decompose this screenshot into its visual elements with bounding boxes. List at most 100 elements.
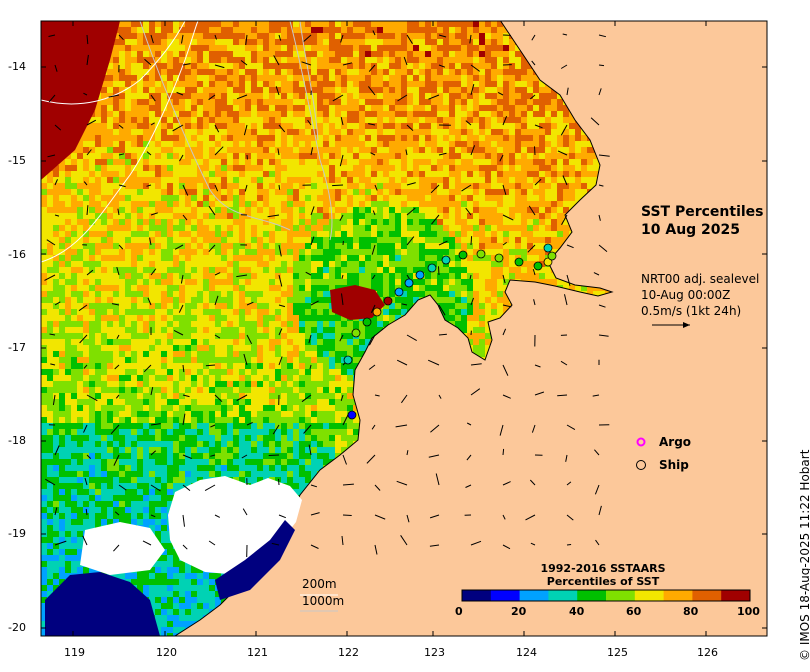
current-scale: 0.5m/s (1kt 24h) xyxy=(641,304,742,318)
current-vector xyxy=(86,394,98,402)
current-vector xyxy=(83,424,88,433)
current-vector xyxy=(205,364,216,367)
current-vector xyxy=(86,205,89,216)
current-vector xyxy=(427,359,440,366)
current-vector xyxy=(465,120,472,126)
current-vector xyxy=(118,244,124,250)
current-source: NRT00 adj. sealevel xyxy=(641,272,760,286)
current-vector xyxy=(395,424,408,428)
current-vector xyxy=(502,274,506,284)
current-vector xyxy=(406,182,416,186)
current-vector xyxy=(182,184,189,196)
current-vector xyxy=(406,514,410,523)
current-vector xyxy=(594,484,600,495)
current-vector xyxy=(566,87,569,96)
current-vector xyxy=(438,333,447,336)
current-vector xyxy=(143,364,152,373)
current-vector xyxy=(557,394,568,397)
current-vector xyxy=(525,514,536,521)
current-vector xyxy=(430,184,440,194)
colorbar-swatch xyxy=(519,590,549,601)
current-vector xyxy=(303,34,312,42)
current-vector xyxy=(562,33,568,36)
current-vector xyxy=(310,236,315,246)
lon-tick-label: 124 xyxy=(516,646,537,659)
current-vector xyxy=(598,214,601,221)
ship-observation xyxy=(427,263,437,273)
current-vector xyxy=(44,274,56,281)
current-vector xyxy=(502,328,507,336)
current-vector xyxy=(54,445,60,456)
current-vector xyxy=(150,34,154,44)
current-vector xyxy=(396,480,408,486)
current-vector xyxy=(466,454,472,461)
current-vector xyxy=(210,454,216,457)
current-vector xyxy=(502,184,507,195)
current-vector xyxy=(341,535,344,546)
current-vector xyxy=(182,394,190,398)
current-vector xyxy=(243,353,248,366)
current-vector xyxy=(593,272,600,276)
current-vector xyxy=(470,363,482,366)
current-vector xyxy=(303,424,312,434)
current-vector xyxy=(150,94,156,102)
current-vector xyxy=(214,394,223,403)
lat-tick-label: -20 xyxy=(8,621,26,634)
lon-tick-label: 123 xyxy=(424,646,445,659)
current-vector xyxy=(372,30,376,36)
ship-observation xyxy=(347,410,357,420)
current-vector xyxy=(502,364,509,376)
current-vector xyxy=(529,94,536,100)
current-vector xyxy=(243,124,248,136)
current-vector xyxy=(173,329,184,336)
current-vector xyxy=(214,272,221,276)
current-vector xyxy=(502,214,514,221)
current-vector xyxy=(214,295,219,306)
current-vector xyxy=(400,394,408,404)
current-vector xyxy=(499,424,504,436)
map-title-line2: 10 Aug 2025 xyxy=(641,222,741,238)
current-vector xyxy=(534,391,545,396)
ship-observation xyxy=(394,287,404,297)
current-vector xyxy=(178,304,184,313)
current-vector xyxy=(108,94,120,98)
current-vector xyxy=(502,394,511,399)
lat-tick-label: -15 xyxy=(8,154,26,167)
current-vector xyxy=(438,394,442,399)
current-vector xyxy=(86,269,94,276)
current-vector xyxy=(310,147,314,156)
current-vector xyxy=(374,184,378,191)
current-vector xyxy=(182,63,191,66)
current-vector xyxy=(278,124,286,133)
current-vector xyxy=(366,454,376,464)
current-vector xyxy=(403,56,408,66)
current-vector xyxy=(182,484,191,491)
current-vector xyxy=(461,184,472,192)
current-vector xyxy=(406,236,415,246)
current-vector xyxy=(592,394,600,397)
current-vector xyxy=(48,94,56,103)
current-vector xyxy=(246,334,253,345)
current-vector xyxy=(502,116,508,126)
current-vector xyxy=(116,266,120,276)
current-vector xyxy=(342,414,349,426)
warm-anomaly xyxy=(41,21,385,320)
current-vector xyxy=(54,124,62,131)
current-vector xyxy=(144,58,152,66)
current-vector xyxy=(368,364,376,370)
current-vector xyxy=(82,535,88,546)
credit-text: © IMOS 18-Aug-2025 11:22 Hobart xyxy=(798,449,810,661)
current-vector xyxy=(406,334,417,342)
colorbar-swatch xyxy=(721,590,751,601)
current-vector xyxy=(371,424,376,430)
current-vector xyxy=(180,274,184,284)
current-vector xyxy=(429,514,440,519)
current-vector xyxy=(78,304,88,312)
current-vector xyxy=(534,124,543,129)
colorbar-title-line1: 1992-2016 SSTAARS xyxy=(540,562,666,575)
current-vector xyxy=(110,424,120,435)
ship-observation xyxy=(476,249,486,259)
lon-tick-label: 119 xyxy=(64,646,85,659)
current-vector xyxy=(429,544,440,547)
